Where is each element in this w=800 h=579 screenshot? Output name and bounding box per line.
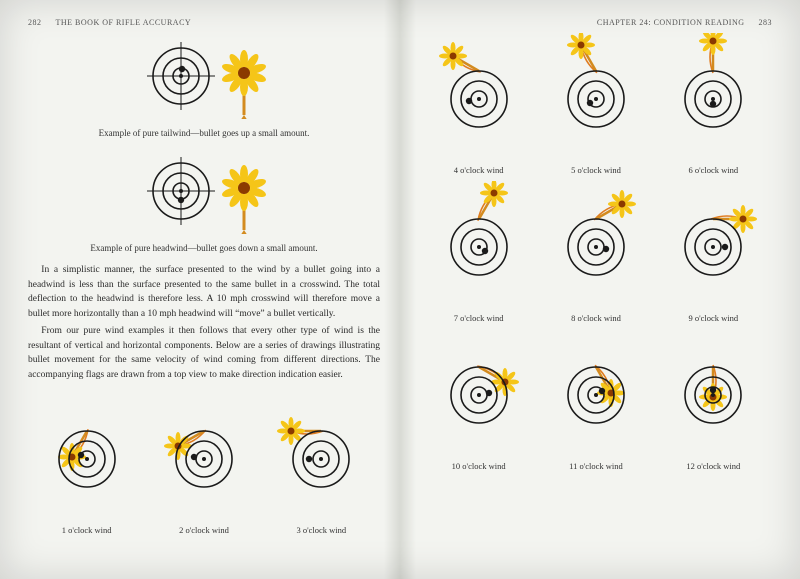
clock-label: 3 o'clock wind [296,525,346,535]
target-tailwind [138,33,224,124]
clock-row-4-6: 4 o'clock wind 5 o'clock wind 6 o'clock … [420,33,772,175]
pinwheel-flag-icon [218,162,270,239]
clock-label: 11 o'clock wind [569,461,623,471]
clock-row-10-12: 10 o'clock wind 11 o'clock wind 12 o'clo… [420,329,772,471]
target-headwind [138,148,224,239]
caption-headwind: Example of pure headwind—bullet goes dow… [28,243,380,253]
clock-cell: 10 o'clock wind [421,329,537,471]
page-left: 282 THE BOOK OF RIFLE ACCURACY Example o… [0,0,400,579]
running-head-left: 282 THE BOOK OF RIFLE ACCURACY [28,18,380,27]
clock-label: 1 o'clock wind [62,525,112,535]
page-right: CHAPTER 24: CONDITION READING 283 4 o'cl… [400,0,800,579]
clock-cell: 4 o'clock wind [421,33,537,175]
clock-cell: 8 o'clock wind [538,181,654,323]
clock-label: 4 o'clock wind [454,165,504,175]
clock-cell: 1 o'clock wind [29,393,145,535]
clock-cell: 9 o'clock wind [655,181,771,323]
page-number-right: 283 [759,18,773,27]
clock-cell: 7 o'clock wind [421,181,537,323]
pinwheel-flag-icon [218,47,270,124]
clock-cell: 3 o'clock wind [263,393,379,535]
body-paragraph-1: In a simplistic manner, the surface pres… [28,263,380,322]
clock-label: 8 o'clock wind [571,313,621,323]
page-number-left: 282 [28,18,42,27]
book-title: THE BOOK OF RIFLE ACCURACY [56,18,192,27]
clock-label: 10 o'clock wind [452,461,506,471]
running-head-right: CHAPTER 24: CONDITION READING 283 [420,18,772,27]
figure-tailwind [28,33,380,124]
clock-cell: 2 o'clock wind [146,393,262,535]
chapter-title: CHAPTER 24: CONDITION READING [597,18,745,27]
clock-label: 6 o'clock wind [688,165,738,175]
clock-label: 7 o'clock wind [454,313,504,323]
clock-label: 9 o'clock wind [688,313,738,323]
clock-label: 12 o'clock wind [686,461,740,471]
clock-row-7-9: 7 o'clock wind 8 o'clock wind 9 o'clock … [420,181,772,323]
caption-tailwind: Example of pure tailwind—bullet goes up … [28,128,380,138]
book-spread: 282 THE BOOK OF RIFLE ACCURACY Example o… [0,0,800,579]
clock-cell: 5 o'clock wind [538,33,654,175]
clock-row-1-3: 1 o'clock wind 2 o'clock wind 3 o'clock … [28,393,380,535]
clock-cell: 11 o'clock wind [538,329,654,471]
clock-label: 2 o'clock wind [179,525,229,535]
figure-headwind [28,148,380,239]
clock-cell: 12 o'clock wind [655,329,771,471]
clock-label: 5 o'clock wind [571,165,621,175]
clock-cell: 6 o'clock wind [655,33,771,175]
body-paragraph-2: From our pure wind examples it then foll… [28,324,380,383]
